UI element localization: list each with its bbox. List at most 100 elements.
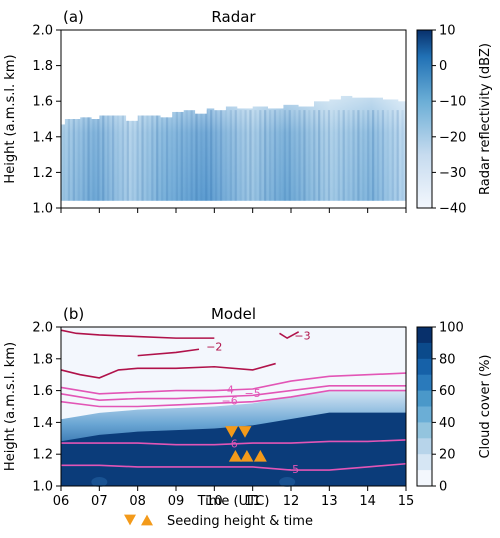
x-tick-label: 13 xyxy=(321,494,338,509)
y-tick-label: 1.4 xyxy=(32,416,53,431)
y-tick-label: 1.4 xyxy=(32,130,53,145)
up-triangle-marker-icon xyxy=(141,514,153,526)
legend: Seeding height & time xyxy=(124,514,313,529)
surface-feature xyxy=(279,477,296,487)
radar-streak xyxy=(141,110,144,201)
radar-streak xyxy=(283,110,286,201)
x-axis-ticks xyxy=(60,208,407,213)
contour-line xyxy=(60,385,406,401)
radar-streak xyxy=(175,110,178,201)
contour-line xyxy=(60,329,215,339)
seeding-marker xyxy=(253,449,267,462)
y-tick-label: 1.0 xyxy=(32,480,53,495)
radar-streak xyxy=(126,110,129,201)
radar-streak xyxy=(396,110,399,201)
y-tick-label: 1.8 xyxy=(32,59,53,74)
contour-label: −2 xyxy=(206,341,222,354)
colorbar-step xyxy=(417,390,432,407)
radar-streak xyxy=(239,110,242,201)
y-axis-label: Height (a.m.s.l. km) xyxy=(3,54,18,183)
radar-streak xyxy=(254,110,257,201)
seeding-markers xyxy=(225,426,267,462)
radar-streak xyxy=(121,110,124,201)
radar-streak xyxy=(165,110,169,201)
radar-streak xyxy=(131,110,134,201)
x-tick-label: 07 xyxy=(91,494,108,509)
contour-line xyxy=(61,439,407,446)
radar-streak xyxy=(264,110,267,201)
y-tick-label: 1.2 xyxy=(32,166,53,181)
plot-frame xyxy=(60,29,407,209)
radar-streak xyxy=(205,110,208,201)
radar-streak xyxy=(342,110,345,201)
radar-streak xyxy=(308,110,311,201)
colorbar-step xyxy=(417,342,432,360)
colorbar-step xyxy=(417,327,432,344)
radar-streak xyxy=(229,110,232,201)
panel-tag: (a) xyxy=(63,8,84,26)
radar-streak xyxy=(352,110,355,201)
radar-streak xyxy=(367,110,370,201)
radar-streak xyxy=(185,110,188,201)
radar-streak xyxy=(386,110,389,201)
radar-streak xyxy=(234,110,237,201)
contour-line xyxy=(60,372,407,395)
y-axis-label: Height (a.m.s.l. km) xyxy=(3,342,18,471)
radar-streak xyxy=(161,110,164,201)
radar-streak xyxy=(381,110,385,201)
colorbar-tick-label: −10 xyxy=(439,95,466,110)
colorbar-tick-label: −40 xyxy=(439,202,466,217)
colorbar-step xyxy=(417,422,432,439)
radar-streak xyxy=(322,110,326,201)
radar-streak xyxy=(224,110,228,201)
colorbar-tick-label: 0 xyxy=(439,59,447,74)
x-tick-label: 15 xyxy=(398,494,415,509)
radar-streak xyxy=(357,110,360,201)
x-tick-label: 10 xyxy=(206,494,223,509)
radar-streak xyxy=(372,110,375,201)
colorbar-label: Cloud cover (%) xyxy=(478,354,493,458)
down-triangle-marker-icon xyxy=(124,514,136,526)
panel-title: Radar xyxy=(211,8,256,26)
radar-streak xyxy=(376,110,380,201)
radar-streak xyxy=(107,110,110,201)
radar-streak xyxy=(318,110,321,201)
contour-line xyxy=(60,362,276,379)
radar-streak xyxy=(278,110,282,201)
panel-tag: (b) xyxy=(63,305,84,323)
colorbar-step xyxy=(417,374,432,392)
y-tick-label: 1.8 xyxy=(32,352,53,367)
x-tick-label: 12 xyxy=(283,494,300,509)
colorbar-tick-label: 10 xyxy=(439,24,456,39)
radar-streak xyxy=(180,110,183,201)
radar-streak xyxy=(259,110,262,201)
radar-streak xyxy=(347,110,350,201)
contour-label: −3 xyxy=(294,330,310,343)
y-tick-label: 1.6 xyxy=(32,384,53,399)
seeding-marker xyxy=(238,426,252,438)
radar-streak xyxy=(62,110,66,201)
radar-streak xyxy=(244,110,247,201)
radar-streak xyxy=(303,110,306,201)
colorbar-step xyxy=(417,438,432,455)
radar-streak xyxy=(313,110,316,201)
colorbar-tick-label: 20 xyxy=(439,448,456,463)
contour-label: −5 xyxy=(245,387,261,400)
radar-streak xyxy=(288,110,291,201)
radar-streak xyxy=(210,110,213,201)
radar-streak xyxy=(116,110,120,201)
radar-echo-shading xyxy=(61,95,406,201)
contour-line xyxy=(279,331,300,340)
radar-streak xyxy=(72,110,75,201)
colorbar-radar: 10 0 −10 −20 −30 −40 Radar reflectivity (dBZ) xyxy=(416,24,493,217)
colorbar-tick-label: 0 xyxy=(439,480,447,495)
colorbar-label: Radar reflectivity (dBZ) xyxy=(478,43,493,195)
radar-streak xyxy=(401,110,404,201)
x-axis-ticks: 06 07 08 09 10 11 12 13 14 15 xyxy=(53,486,415,509)
contour-label: −5 xyxy=(283,463,299,476)
radar-streak xyxy=(77,110,80,201)
radar-streak xyxy=(200,110,203,201)
radar-streak xyxy=(298,110,301,201)
y-tick-label: 2.0 xyxy=(32,24,53,39)
